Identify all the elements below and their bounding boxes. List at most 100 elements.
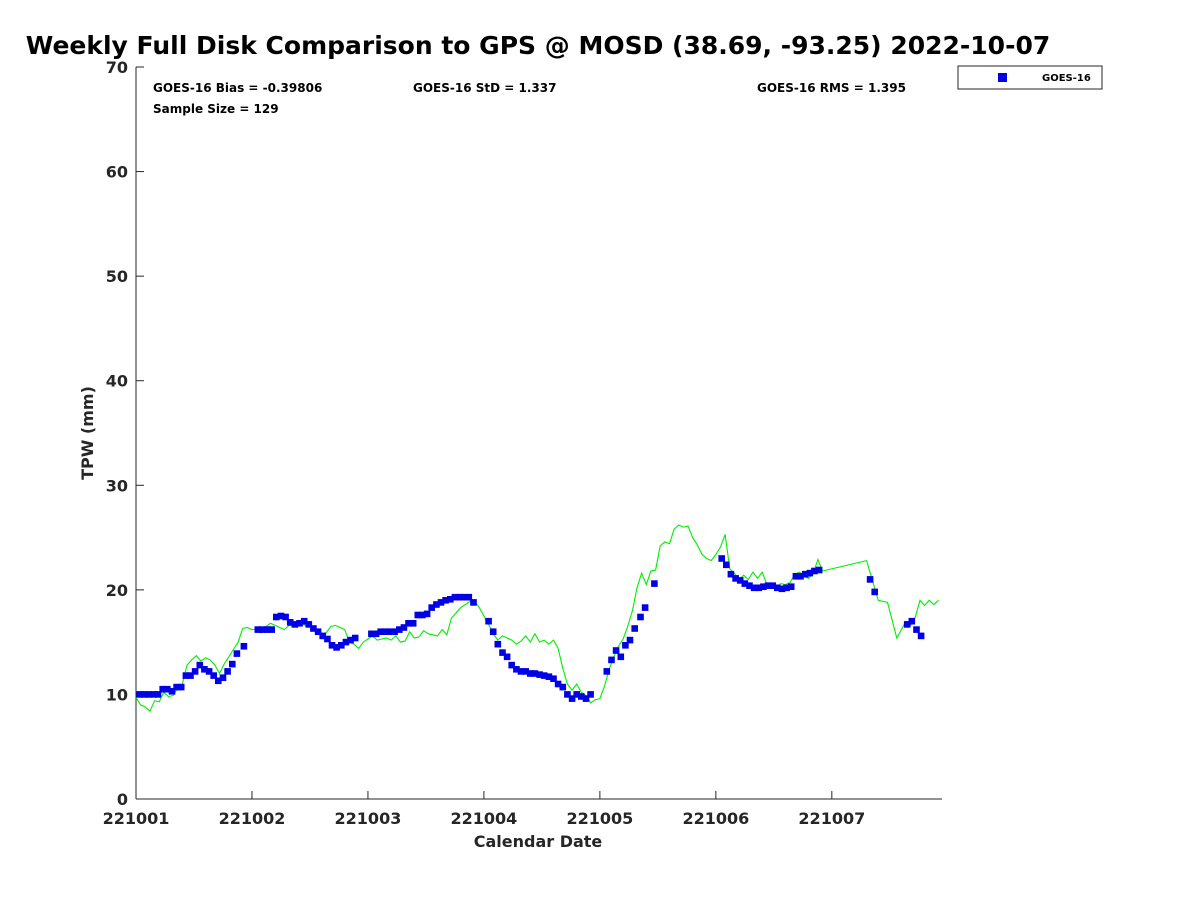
goes16-point	[277, 612, 285, 620]
goes16-point	[182, 672, 190, 679]
goes16-point	[783, 584, 790, 592]
goes16-point	[727, 570, 735, 578]
goes16-point	[342, 638, 350, 646]
goes16-point	[177, 683, 185, 691]
goes16-point	[215, 677, 222, 685]
y-tick-label: 50	[106, 267, 128, 286]
goes16-point	[651, 580, 658, 587]
goes16-point	[787, 583, 795, 590]
goes16-point	[641, 604, 649, 611]
goes16-point	[400, 624, 408, 631]
x-axis-ticks: 221001 221002 221003 221004 221005 221006 2210…	[103, 791, 865, 828]
goes16-point	[460, 593, 468, 601]
goes16-point	[314, 628, 322, 635]
goes16-point	[622, 642, 629, 649]
goes16-point	[508, 661, 515, 669]
goes16-point	[531, 670, 539, 677]
goes16-point	[428, 604, 435, 611]
goes16-point	[405, 620, 412, 627]
goes16-point	[268, 626, 275, 633]
x-tick-label: 221007	[798, 809, 865, 828]
goes16-point	[351, 634, 359, 642]
y-tick-label: 70	[106, 58, 128, 77]
goes16-point	[386, 628, 394, 635]
goes16-point	[564, 691, 571, 698]
stat-rms: GOES-16 RMS = 1.395	[757, 81, 906, 95]
goes16-point	[447, 596, 454, 603]
y-axis-ticks: 0 10 20 30 40 50 60 70	[106, 58, 144, 809]
goes16-point	[913, 626, 920, 633]
series-layer	[135, 524, 939, 713]
goes16-point	[866, 576, 874, 583]
gps-series-line	[135, 524, 939, 713]
goes16-point	[291, 621, 299, 628]
goes16-point	[205, 668, 213, 675]
goes16-point	[582, 695, 590, 702]
goes16-point	[503, 653, 511, 661]
goes16-point	[603, 668, 611, 675]
goes16-point	[718, 555, 725, 562]
goes16-point	[324, 635, 331, 643]
goes16-point	[173, 683, 180, 691]
stat-std: GOES-16 StD = 1.337	[413, 81, 556, 95]
goes16-point	[568, 695, 576, 702]
goes16-point	[465, 593, 473, 601]
goes16-point	[305, 621, 313, 628]
goes16-point	[608, 656, 615, 664]
x-tick-label: 221001	[103, 809, 170, 828]
goes16-point	[328, 642, 336, 649]
goes16-point	[637, 613, 644, 621]
goes16-point	[240, 643, 248, 650]
goes16-point	[382, 628, 389, 635]
goes16-point	[736, 577, 744, 584]
goes16-point	[442, 597, 449, 604]
goes16-point	[485, 617, 492, 625]
y-axis-label: TPW (mm)	[78, 386, 97, 480]
goes16-point	[310, 625, 317, 632]
goes16-point	[494, 640, 502, 648]
legend-label-goes16: GOES-16	[1042, 73, 1091, 84]
x-tick-label: 221004	[451, 809, 518, 828]
goes16-point	[517, 668, 525, 675]
goes16-point	[300, 617, 308, 625]
goes16-point	[573, 691, 580, 698]
goes16-point	[140, 691, 148, 698]
goes16-point	[559, 683, 567, 691]
goes16-point	[191, 668, 199, 675]
goes16-point	[631, 625, 638, 632]
goes16-point	[550, 675, 557, 682]
goes16-point	[617, 653, 625, 661]
goes16-point	[917, 632, 925, 640]
goes16-point	[347, 636, 354, 644]
goes16-point	[319, 632, 326, 640]
goes16-point	[196, 661, 204, 669]
goes16-point	[769, 582, 776, 589]
goes16-point	[764, 582, 772, 589]
goes16-point	[760, 583, 767, 590]
goes16-point	[419, 611, 426, 619]
goes16-point	[377, 628, 384, 635]
goes16-point	[263, 626, 271, 633]
goes16-point	[296, 620, 303, 627]
goes16-point	[273, 613, 280, 621]
goes16-point	[908, 617, 916, 625]
goes16-point	[451, 593, 459, 601]
goes16-point	[159, 685, 166, 693]
y-tick-label: 30	[106, 476, 128, 495]
goes16-point	[259, 626, 266, 633]
goes16-point	[527, 670, 534, 677]
goes16-point	[150, 691, 157, 698]
goes16-point	[536, 671, 543, 678]
x-tick-label: 221005	[566, 809, 633, 828]
goes16-point	[741, 580, 749, 587]
goes16-point	[282, 613, 289, 621]
goes16-point	[368, 630, 375, 638]
goes16-point	[723, 561, 730, 569]
goes16-point	[801, 570, 809, 578]
goes16-point	[540, 672, 548, 679]
y-tick-label: 60	[106, 163, 128, 182]
goes16-point	[414, 611, 422, 619]
goes16-point	[210, 672, 217, 679]
goes16-point	[233, 650, 241, 657]
